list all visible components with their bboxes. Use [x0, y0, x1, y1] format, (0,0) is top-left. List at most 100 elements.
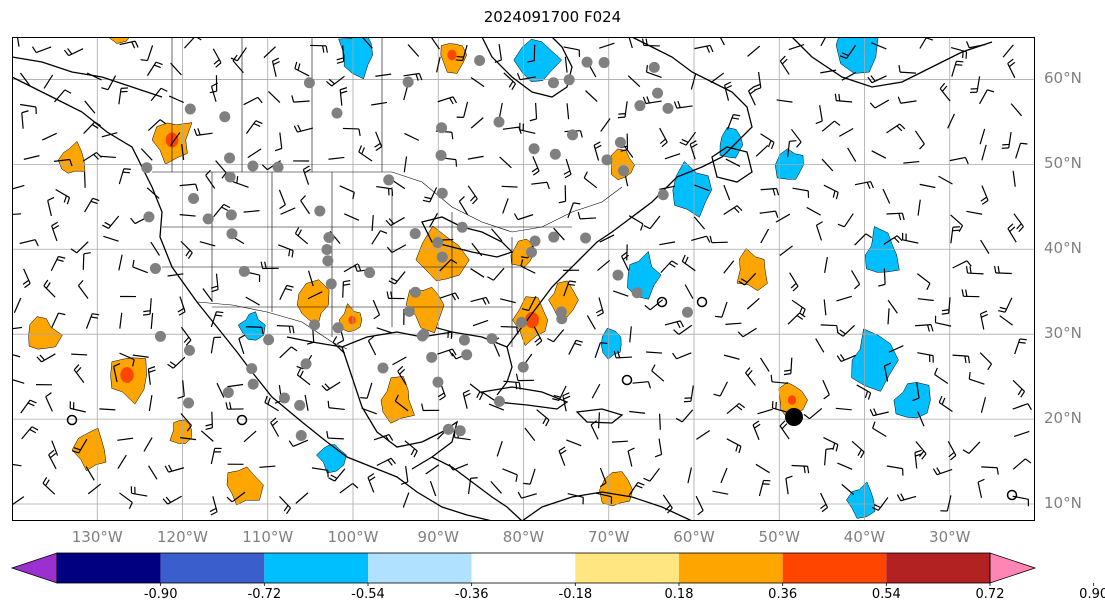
wind-barb — [339, 482, 359, 494]
station-dot — [458, 334, 470, 346]
wind-barb — [622, 144, 634, 158]
wind-barb — [429, 480, 437, 497]
wind-barb — [516, 72, 536, 81]
wind-barb — [790, 128, 802, 148]
wind-barb — [491, 228, 503, 242]
wind-barb — [757, 408, 773, 415]
station-dot — [247, 378, 259, 390]
wind-barb — [854, 233, 873, 246]
station-dot — [436, 187, 448, 199]
wind-barb — [403, 156, 408, 173]
wind-barb — [950, 214, 964, 232]
wind-barb — [882, 188, 891, 204]
wind-barb — [73, 364, 85, 383]
alaska-panhandle — [12, 56, 163, 98]
wind-barb — [494, 44, 503, 63]
wind-barb — [519, 122, 536, 135]
wind-barb — [789, 272, 799, 292]
wind-barb — [202, 288, 213, 302]
wind-barb — [215, 160, 227, 179]
station-dot — [226, 228, 238, 240]
wind-barb — [147, 119, 167, 131]
wind-barb — [498, 102, 503, 119]
wind-barb — [759, 210, 779, 218]
wind-barb — [12, 213, 22, 216]
wind-barb — [51, 440, 59, 456]
lat-label: 10°N — [1044, 494, 1082, 513]
wind-barb — [567, 493, 584, 505]
wind-barb — [280, 207, 296, 215]
wind-barb — [373, 434, 394, 443]
wind-barb — [226, 491, 246, 503]
wind-barb — [869, 408, 889, 417]
wind-barb — [837, 213, 854, 228]
wind-barb — [515, 373, 534, 382]
wind-barb — [755, 144, 769, 157]
wind-barb — [641, 38, 660, 47]
station-dot — [652, 87, 664, 99]
wind-barb — [513, 213, 534, 221]
wind-barb — [599, 42, 615, 49]
weather-map — [12, 37, 1035, 521]
wind-barb — [183, 37, 202, 49]
wind-barb — [567, 202, 581, 219]
colorbar-tick-label: 0.36 — [768, 587, 798, 602]
wind-barb — [291, 95, 310, 103]
wind-barb — [119, 312, 123, 329]
wind-barb — [12, 463, 22, 467]
wind-barb — [270, 417, 280, 437]
wind-barb — [437, 348, 457, 357]
wind-barb — [43, 279, 56, 298]
wind-barb — [916, 273, 931, 290]
lat-label: 30°N — [1044, 324, 1082, 343]
wind-barb — [245, 326, 264, 335]
wind-barb — [815, 221, 823, 241]
wind-barb — [566, 439, 582, 447]
wind-barb — [898, 65, 917, 74]
wind-barb — [887, 308, 890, 325]
wind-barb — [896, 493, 917, 502]
wind-barb — [771, 401, 789, 413]
wind-barb — [19, 239, 39, 247]
station-dot — [183, 397, 195, 409]
wind-barb — [887, 299, 898, 314]
wind-barb — [531, 156, 540, 176]
wind-barb — [371, 101, 388, 106]
colorbar-segment — [886, 553, 990, 583]
wind-barb — [577, 211, 597, 220]
wind-barb — [527, 44, 536, 63]
wind-barb — [1007, 223, 1017, 243]
wind-barb — [897, 96, 917, 104]
wind-barb — [962, 441, 981, 454]
shaded-patch — [835, 37, 879, 74]
wind-barb — [869, 99, 890, 109]
wind-barb — [311, 467, 329, 478]
colorbar-segment — [679, 553, 783, 583]
wind-barb — [564, 56, 568, 73]
wind-barb — [785, 475, 793, 495]
wind-barb — [99, 155, 116, 159]
wind-barb — [471, 242, 483, 257]
colorbar-tick-label: -0.54 — [351, 587, 385, 602]
wind-barb — [871, 150, 887, 159]
wind-barb — [71, 438, 88, 454]
wind-barb — [376, 327, 393, 334]
wind-barb — [180, 413, 192, 432]
wind-barb — [980, 185, 989, 205]
wind-barb — [950, 46, 968, 59]
wind-barb — [470, 117, 484, 129]
hispaniola — [575, 408, 624, 424]
wind-barb — [367, 473, 376, 493]
wind-barb — [117, 437, 134, 441]
wind-barb — [672, 352, 692, 360]
wind-barb — [439, 259, 458, 272]
station-dots-layer — [66, 54, 1018, 501]
lon-label: 130°W — [71, 528, 123, 546]
wind-barb — [629, 326, 632, 343]
wind-barb — [496, 441, 503, 457]
wind-barb — [277, 244, 294, 258]
wind-barb — [951, 60, 964, 77]
wind-barb — [719, 37, 725, 46]
wind-barb — [71, 353, 88, 356]
canada-east — [631, 37, 753, 178]
